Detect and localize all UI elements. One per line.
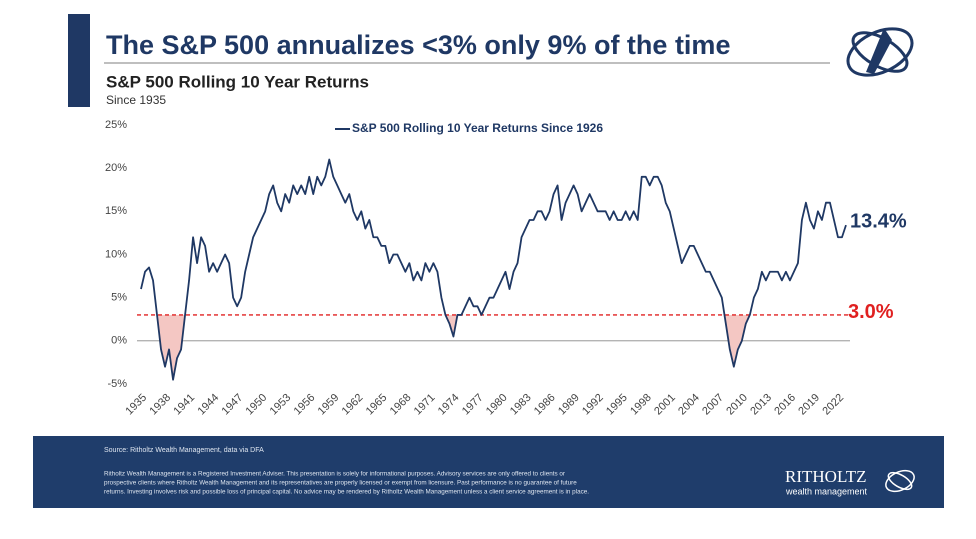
x-tick-label: 2001	[652, 392, 678, 418]
end-value-label: 13.4%	[850, 210, 907, 232]
x-tick-label: 1965	[364, 392, 390, 418]
disclaimer-line: returns. Investing involves risk and pos…	[104, 489, 589, 496]
since-note: Since 1935	[106, 93, 166, 107]
y-tick-label: 5%	[111, 292, 127, 304]
x-tick-label: 1971	[412, 392, 438, 418]
x-tick-label: 1944	[195, 392, 221, 418]
x-tick-label: 1974	[436, 392, 462, 418]
y-tick-label: 10%	[105, 248, 127, 260]
brand-name: RITHOLTZ	[785, 467, 867, 486]
disclaimer-line: Ritholtz Wealth Management is a Register…	[104, 471, 565, 478]
subtitle: S&P 500 Rolling 10 Year Returns	[106, 72, 369, 91]
y-tick-label: 20%	[105, 162, 127, 174]
brand-emblem	[885, 469, 915, 493]
x-tick-label: 2022	[820, 392, 846, 418]
accent-bar	[68, 14, 90, 107]
x-tick-label: 2013	[748, 392, 774, 418]
x-tick-label: 1941	[171, 392, 197, 418]
plot: -5%0%5%10%15%20%25%193519381941194419471…	[105, 119, 907, 418]
series-line	[140, 158, 847, 381]
y-tick-label: -5%	[107, 378, 127, 390]
top-logo	[846, 27, 914, 77]
x-tick-label: 1983	[508, 392, 534, 418]
x-tick-label: 1956	[292, 392, 318, 418]
footer-band	[33, 436, 944, 508]
x-tick-label: 1959	[316, 392, 342, 418]
y-tick-label: 15%	[105, 205, 127, 217]
below-threshold-shade	[157, 314, 750, 380]
source-note: Source: Ritholtz Wealth Management, data…	[104, 447, 264, 454]
x-tick-label: 1977	[460, 392, 486, 418]
x-tick-label: 1947	[220, 392, 246, 418]
x-tick-label: 1962	[340, 392, 366, 418]
x-tick-label: 1986	[532, 392, 558, 418]
legend-label: S&P 500 Rolling 10 Year Returns Since 19…	[352, 121, 603, 135]
brand-subtitle: wealth management	[785, 486, 868, 496]
x-tick-label: 1950	[244, 392, 270, 418]
x-tick-label: 1992	[580, 392, 606, 418]
disclaimer-line: prospective clients where Ritholtz Wealt…	[104, 480, 577, 487]
x-tick-label: 2007	[700, 392, 726, 418]
x-tick-label: 2016	[772, 392, 798, 418]
x-tick-label: 1989	[556, 392, 582, 418]
y-tick-label: 0%	[111, 335, 127, 347]
threshold-label: 3.0%	[848, 301, 894, 323]
x-tick-label: 2019	[796, 392, 822, 418]
x-tick-label: 2010	[724, 392, 750, 418]
slide-title: The S&P 500 annualizes <3% only 9% of th…	[106, 30, 730, 60]
x-tick-label: 1938	[147, 392, 173, 418]
x-tick-label: 1968	[388, 392, 414, 418]
x-tick-label: 1953	[268, 392, 294, 418]
x-tick-label: 1998	[628, 392, 654, 418]
y-tick-label: 25%	[105, 119, 127, 131]
x-tick-label: 1935	[123, 392, 149, 418]
x-tick-label: 1980	[484, 392, 510, 418]
x-tick-label: 1995	[604, 392, 630, 418]
x-tick-label: 2004	[676, 392, 702, 418]
